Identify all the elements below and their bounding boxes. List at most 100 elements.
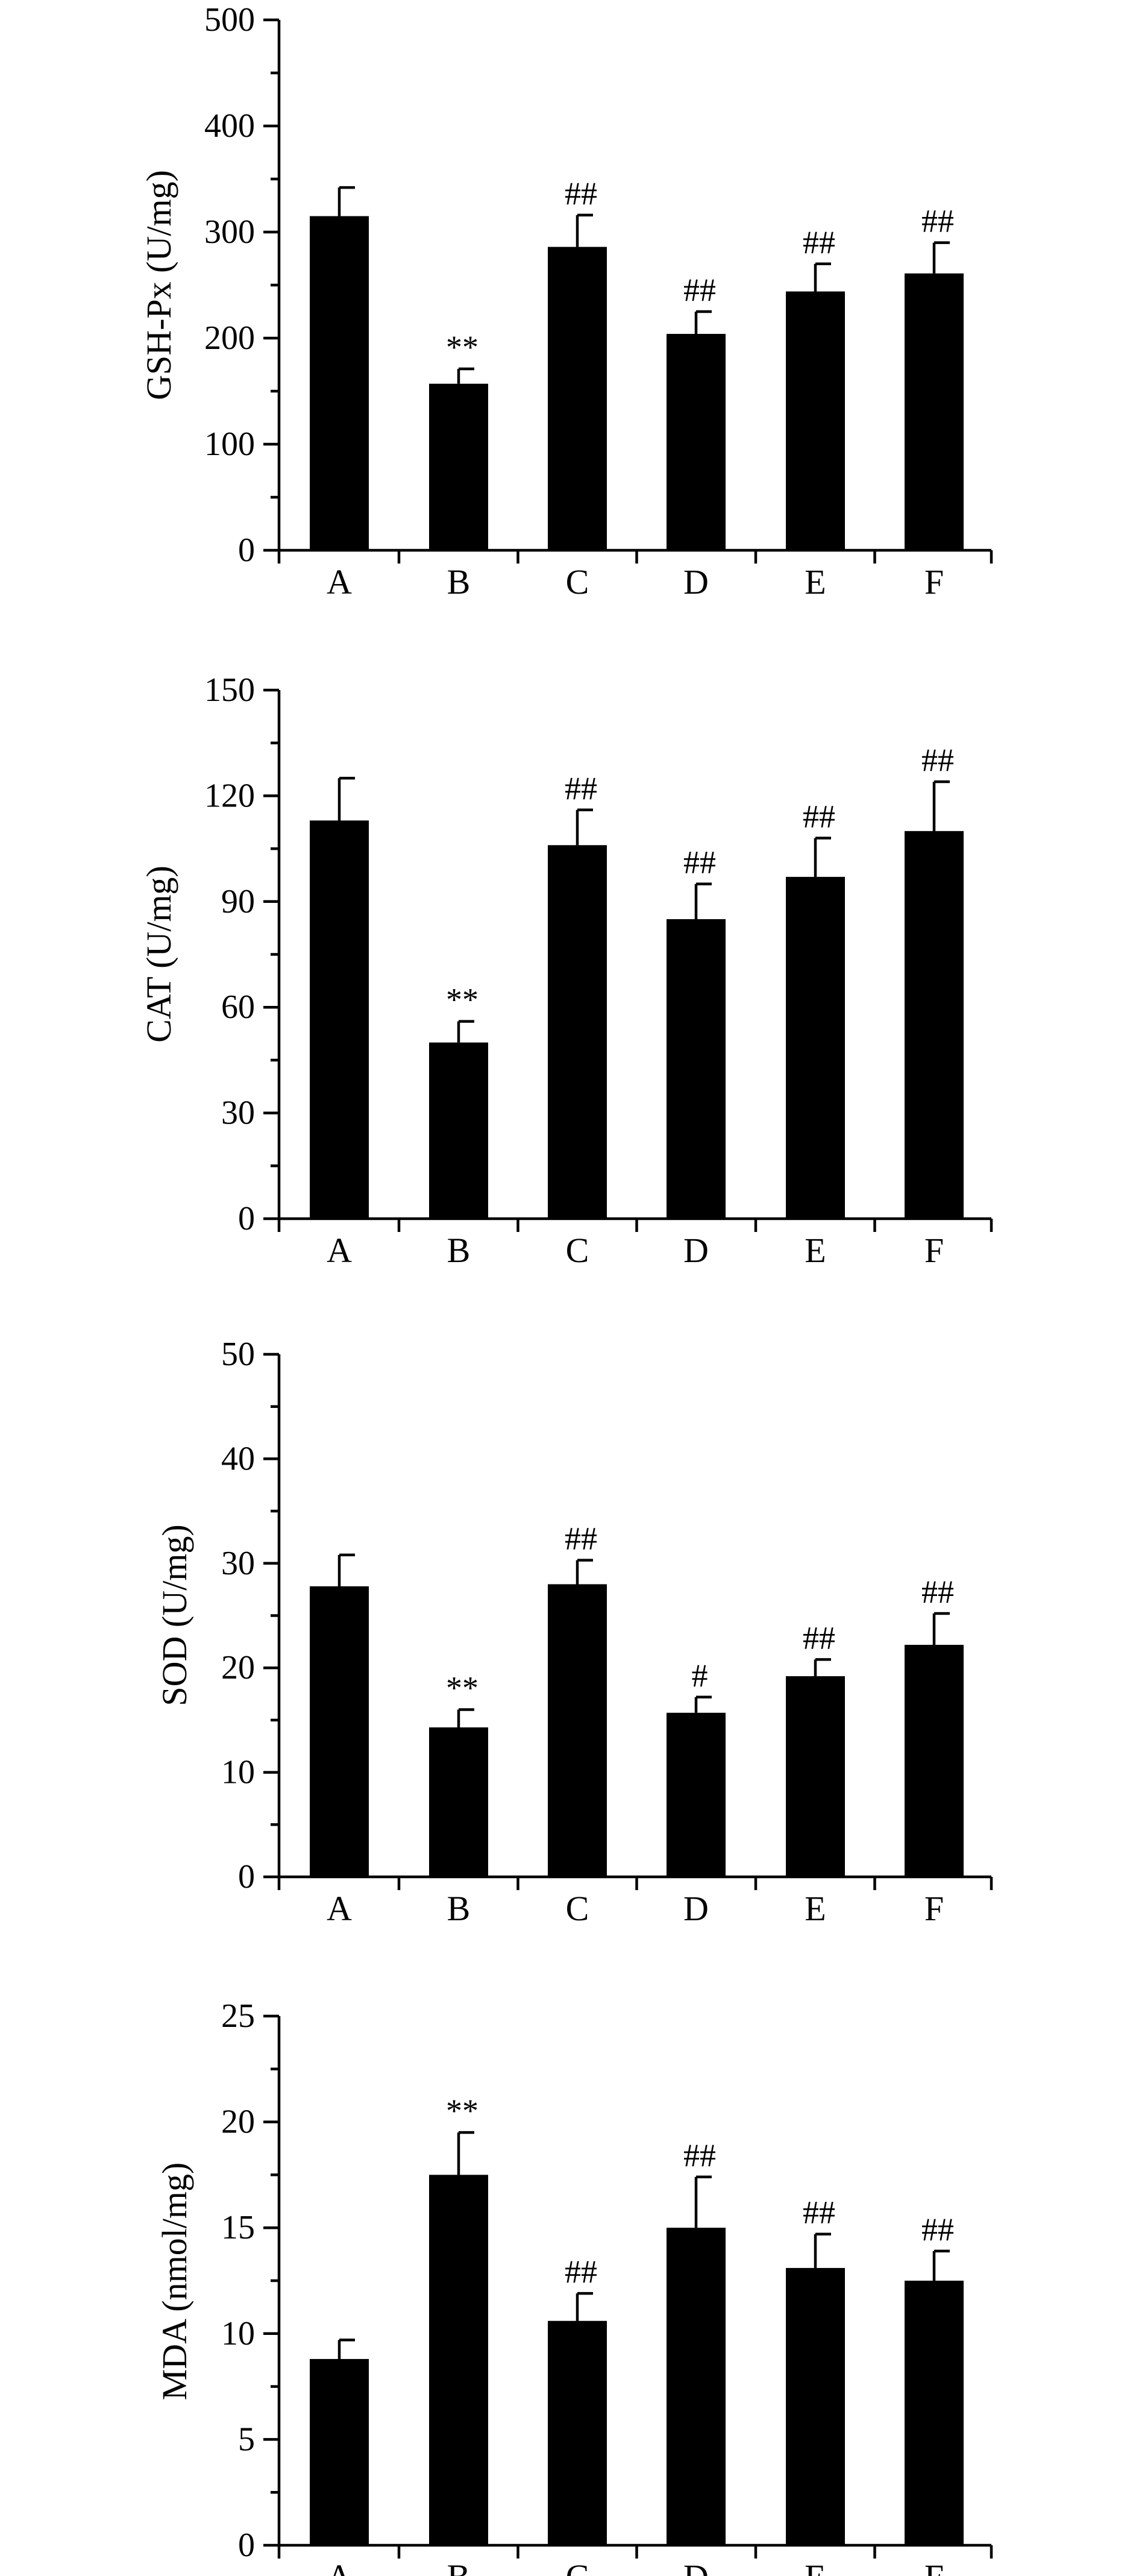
significance-label-E: ## [803,224,835,260]
y-tick-label: 500 [204,1,255,39]
y-tick-label: 20 [221,1649,255,1686]
bar-E [786,1676,845,1877]
y-tick-label: 300 [204,213,255,251]
significance-label-D: ## [683,2137,716,2173]
bar-F [905,1645,964,1877]
significance-label-F: ## [921,2211,954,2248]
y-tick-label: 20 [221,2103,255,2141]
significance-label-C: ## [565,770,597,806]
significance-label-D: # [692,1657,708,1694]
y-tick-label: 40 [221,1440,255,1477]
bar-C [548,2320,607,2545]
bar-E [786,876,845,1219]
y-tick-label: 30 [221,1095,255,1132]
bar-A [310,216,369,551]
significance-label-B: ** [446,982,479,1018]
y-tick-label: 120 [204,777,255,814]
y-axis-title: CAT (U/mg) [139,865,178,1043]
significance-label-B: ** [446,329,479,365]
significance-label-F: ## [921,1574,954,1610]
bar-D [667,333,726,550]
significance-label-C: ## [565,2254,597,2290]
bar-C [548,1584,607,1877]
x-tick-label-E: E [805,1231,826,1270]
y-tick-label: 50 [221,1336,255,1373]
significance-label-E: ## [803,1619,835,1656]
bar-E [786,2267,845,2545]
chart-panel-3: A ** B ## C # D ## E ## F 0 10 20 30 40 50 SOD (U/mg) [155,1336,993,1928]
bar-F [905,831,964,1219]
significance-label-B: ** [446,1670,479,1706]
x-tick-label-C: C [566,1889,589,1928]
y-tick-label: 10 [221,2315,255,2352]
significance-label-C: ## [565,1521,597,1557]
bar-C [548,247,607,550]
bar-E [786,291,845,550]
y-axis-title: MDA (nmol/mg) [155,2163,194,2401]
x-tick-label-C: C [566,1231,589,1270]
x-tick-label-C: C [566,2557,589,2576]
x-tick-label-E: E [805,2557,826,2576]
x-tick-label-B: B [447,1231,471,1270]
x-tick-label-F: F [924,2557,944,2576]
bar-F [905,273,964,550]
y-tick-label: 0 [238,2527,255,2564]
significance-label-F: ## [921,742,954,778]
bar-B [429,2175,488,2545]
x-tick-label-B: B [447,562,471,602]
significance-label-B: ** [446,2093,479,2129]
bar-D [667,1712,726,1877]
significance-label-F: ## [921,203,954,239]
y-tick-label: 15 [221,2209,255,2246]
bar-F [905,2281,964,2545]
x-tick-label-D: D [683,562,709,602]
bar-B [429,1042,488,1219]
x-tick-label-E: E [805,562,826,602]
y-tick-label: 400 [204,107,255,145]
chart-panel-1: A ** B ## C ## D ## E ## F 0 100 200 300 400 500 GSH-Px (… [139,1,993,602]
significance-label-C: ## [565,175,597,212]
y-tick-label: 200 [204,319,255,357]
chart-panel-2: A ** B ## C ## D ## E ## F 0 30 60 90 120 150 CAT (U/mg) [139,671,993,1270]
x-tick-label-F: F [924,1231,944,1270]
bar-A [310,2358,369,2545]
y-tick-label: 5 [238,2420,255,2458]
y-tick-label: 0 [238,1200,255,1237]
x-tick-label-A: A [327,2557,352,2576]
bar-C [548,845,607,1219]
x-tick-label-D: D [683,2557,709,2576]
bar-A [310,820,369,1219]
x-tick-label-B: B [447,2557,471,2576]
x-tick-label-D: D [683,1889,709,1928]
significance-label-D: ## [683,844,716,881]
bar-D [667,919,726,1219]
y-tick-label: 25 [221,1997,255,2035]
x-tick-label-F: F [924,1889,944,1928]
x-tick-label-E: E [805,1889,826,1928]
y-tick-label: 150 [204,671,255,709]
y-tick-label: 100 [204,426,255,463]
bar-D [667,2228,726,2545]
significance-label-E: ## [803,2194,835,2231]
y-tick-label: 30 [221,1545,255,1582]
y-tick-label: 0 [238,532,255,569]
x-tick-label-A: A [327,1889,352,1928]
x-tick-label-D: D [683,1231,709,1270]
x-tick-label-F: F [924,562,944,602]
x-tick-label-A: A [327,562,352,602]
x-tick-label-A: A [327,1231,352,1270]
chart-panel-4: A ** B ## C ## D ## E ## F 0 5 10 15 20 25 MDA (nmol/mg) [155,1997,993,2576]
bar-B [429,383,488,550]
y-axis-title: SOD (U/mg) [155,1524,194,1706]
y-tick-label: 60 [221,988,255,1026]
y-axis-title: GSH-Px (U/mg) [139,170,178,400]
bar-B [429,1727,488,1877]
significance-label-D: ## [683,272,716,308]
y-tick-label: 0 [238,1858,255,1896]
significance-label-E: ## [803,799,835,835]
bar-A [310,1586,369,1877]
x-tick-label-C: C [566,562,589,602]
x-tick-label-B: B [447,1889,471,1928]
y-tick-label: 10 [221,1754,255,1791]
